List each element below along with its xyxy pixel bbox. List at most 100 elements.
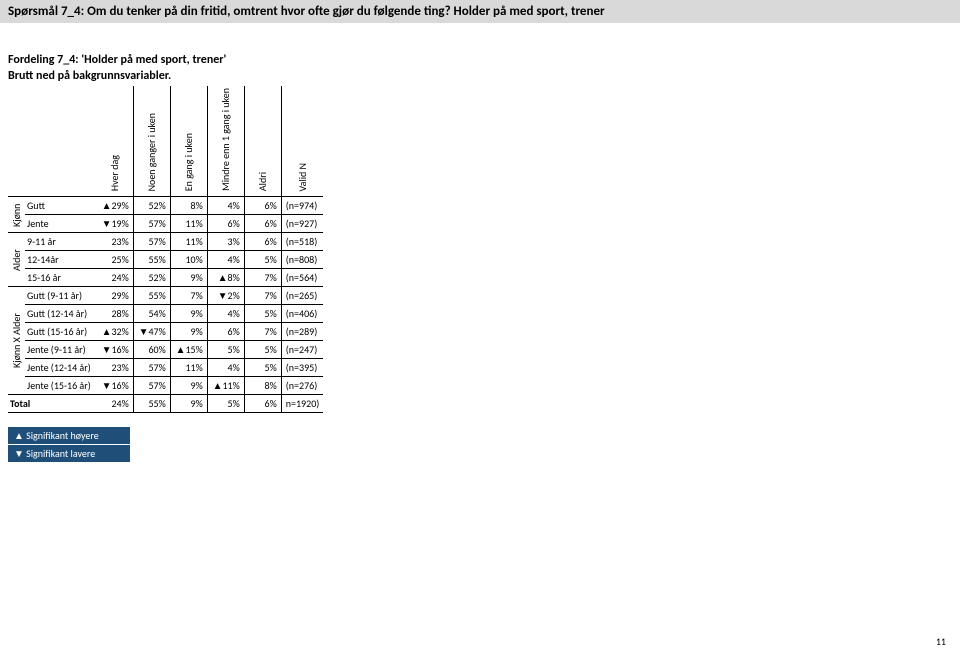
value-cell: 6% [207,215,244,233]
value-cell: 8% [170,197,207,215]
group-label: Kjønn X Alder [8,287,25,395]
value-cell: 5% [244,305,281,323]
value-cell: 4% [207,305,244,323]
value-cell: 23% [97,233,134,251]
value-cell: ▼16% [97,341,134,359]
value-cell: 4% [207,359,244,377]
table-row: 15-16 år24%52%9%▲8%7%(n=564) [8,269,323,287]
value-cell: 10% [170,251,207,269]
value-cell: 5% [244,341,281,359]
value-cell: 23% [97,359,134,377]
valid-n-cell: (n=974) [281,197,323,215]
table-row: Jente (12-14 år)23%57%11%4%5%(n=395) [8,359,323,377]
value-cell: 5% [207,395,244,413]
header-row: Hver dag Noen ganger i uken En gang i uk… [8,86,323,196]
col-label: Aldri [256,172,269,191]
value-cell: 28% [97,305,134,323]
table-row: Alder9-11 år23%57%11%3%6%(n=518) [8,233,323,251]
value-cell: 24% [97,269,134,287]
table-row: KjønnGutt▲29%52%8%4%6%(n=974) [8,197,323,215]
value-cell: 6% [244,215,281,233]
value-cell: 6% [244,197,281,215]
value-cell: 6% [207,323,244,341]
col-label: Mindre enn 1 gang i uken [219,88,232,191]
value-cell: 8% [244,377,281,395]
value-cell: 11% [170,359,207,377]
value-cell: 9% [170,395,207,413]
valid-n-cell: (n=289) [281,323,323,341]
value-cell: ▲32% [97,323,134,341]
col-mindre-enn: Mindre enn 1 gang i uken [207,86,244,196]
value-cell: ▲15% [170,341,207,359]
value-cell: 25% [97,251,134,269]
col-valid-n: Valid N [281,86,323,196]
value-cell: 57% [133,215,170,233]
value-cell: 24% [97,395,134,413]
legend-high: ▲ Signifikant høyere [8,427,130,444]
value-cell: 11% [170,233,207,251]
value-cell: 9% [170,305,207,323]
legend: ▲ Signifikant høyere ▼ Signifikant laver… [8,427,960,462]
value-cell: 52% [133,197,170,215]
valid-n-cell: (n=395) [281,359,323,377]
value-cell: 54% [133,305,170,323]
row-label: 12-14år [25,251,97,269]
data-table: Hver dag Noen ganger i uken En gang i uk… [8,86,323,413]
valid-n-cell: (n=247) [281,341,323,359]
group-label: Kjønn [8,197,25,233]
value-cell: 57% [133,377,170,395]
value-cell: 60% [133,341,170,359]
value-cell: ▼19% [97,215,134,233]
legend-low: ▼ Signifikant lavere [8,445,130,462]
row-label: Jente [25,215,97,233]
valid-n-cell: (n=808) [281,251,323,269]
value-cell: 9% [170,377,207,395]
value-cell: 55% [133,395,170,413]
valid-n-cell: (n=265) [281,287,323,305]
valid-n-cell: (n=927) [281,215,323,233]
header-spacer [8,86,25,196]
table-row: Kjønn X AlderGutt (9-11 år)29%55%7%▼2%7%… [8,287,323,305]
col-label: Valid N [296,163,309,191]
valid-n-cell: (n=276) [281,377,323,395]
value-cell: 6% [244,395,281,413]
row-label: Gutt (15-16 år) [25,323,97,341]
value-cell: ▼2% [207,287,244,305]
col-label: Noen ganger i uken [145,113,158,191]
subtitle-line2: Brutt ned på bakgrunnsvariabler. [8,69,960,85]
question-bar: Spørsmål 7_4: Om du tenker på din fritid… [0,0,960,23]
value-cell: 5% [244,251,281,269]
value-cell: 3% [207,233,244,251]
page-number: 11 [936,635,946,648]
valid-n-cell: (n=564) [281,269,323,287]
total-label: Total [8,395,97,413]
table-row: Jente▼19%57%11%6%6%(n=927) [8,215,323,233]
value-cell: ▼16% [97,377,134,395]
table-row: Gutt (15-16 år)▲32%▼47%9%6%7%(n=289) [8,323,323,341]
table-row: Jente (9-11 år)▼16%60%▲15%5%5%(n=247) [8,341,323,359]
value-cell: 52% [133,269,170,287]
value-cell: 9% [170,323,207,341]
value-cell: 57% [133,233,170,251]
row-label: 15-16 år [25,269,97,287]
table-row: 12-14år25%55%10%4%5%(n=808) [8,251,323,269]
value-cell: 55% [133,251,170,269]
value-cell: 7% [170,287,207,305]
valid-n-cell: (n=406) [281,305,323,323]
table-row: Gutt (12-14 år)28%54%9%4%5%(n=406) [8,305,323,323]
value-cell: 4% [207,197,244,215]
value-cell: 57% [133,359,170,377]
total-row: Total24%55%9%5%6%n=1920) [8,395,323,413]
value-cell: ▲29% [97,197,134,215]
value-cell: 29% [97,287,134,305]
col-label: Hver dag [108,155,121,191]
row-label: Gutt (9-11 år) [25,287,97,305]
value-cell: 7% [244,287,281,305]
value-cell: 4% [207,251,244,269]
row-label: Gutt [25,197,97,215]
col-label: En gang i uken [182,133,195,191]
valid-n-cell: n=1920) [281,395,323,413]
value-cell: 5% [207,341,244,359]
col-en-gang: En gang i uken [170,86,207,196]
value-cell: 5% [244,359,281,377]
